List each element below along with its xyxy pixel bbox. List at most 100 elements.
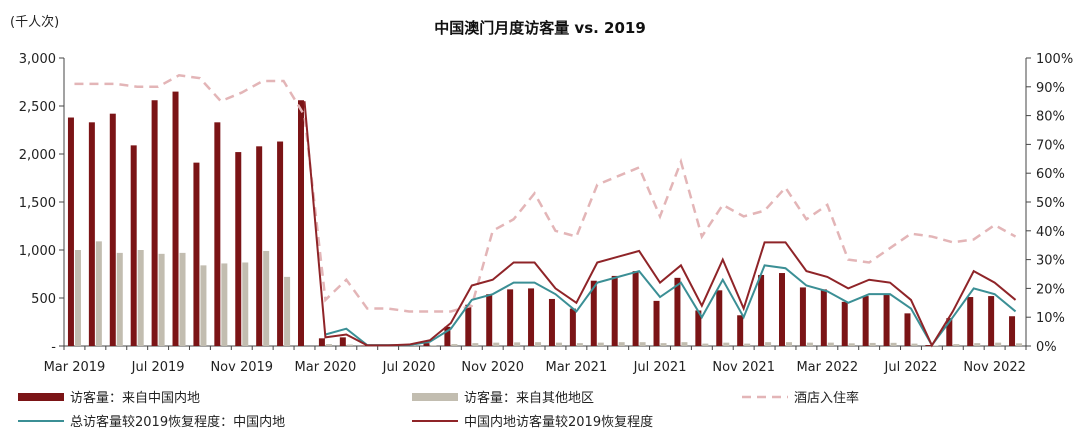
legend-item-total-recovery-label: 总访客量较2019恢复程度：中国内地 bbox=[70, 414, 285, 430]
y-left-tick-label: - bbox=[51, 340, 56, 355]
bar-other-regions bbox=[74, 250, 81, 346]
bar-mainland-china bbox=[883, 294, 890, 346]
y-left-tick-label: 500 bbox=[31, 292, 56, 307]
bar-mainland-china bbox=[67, 117, 74, 347]
y-right-tick-label: 70% bbox=[1036, 138, 1065, 153]
bar-mainland-china bbox=[151, 100, 158, 347]
axes: - 500 1,000 1,500 2,000 2,500 3,000 0% 10% 20% 30%… bbox=[19, 52, 1073, 375]
y-right-tick-label: 100% bbox=[1036, 52, 1073, 67]
bar-other-regions bbox=[911, 343, 918, 346]
x-tick-label: Jul 2022 bbox=[884, 360, 938, 375]
bar-other-regions bbox=[786, 342, 792, 346]
x-tick-label: Jul 2020 bbox=[382, 360, 436, 375]
bar-mainland-china bbox=[569, 308, 576, 346]
bar-other-regions bbox=[890, 342, 897, 346]
legend-item-mainland-bar-swatch bbox=[18, 393, 64, 401]
bar-other-regions bbox=[242, 262, 249, 346]
bar-other-regions bbox=[953, 344, 960, 346]
bar-mainland-china bbox=[528, 288, 535, 346]
bar-mainland-china bbox=[611, 275, 618, 346]
bar-other-regions bbox=[806, 342, 813, 346]
x-tick-label: Nov 2021 bbox=[712, 360, 775, 375]
y-right-tick-label: 30% bbox=[1036, 254, 1065, 269]
x-tick-label: Jul 2019 bbox=[131, 360, 185, 375]
bar-mainland-china bbox=[904, 313, 911, 346]
bar-mainland-china bbox=[235, 152, 242, 346]
bar-other-regions bbox=[179, 252, 186, 346]
bar-mainland-china bbox=[820, 289, 827, 346]
bar-other-regions bbox=[660, 343, 667, 346]
bar-other-regions bbox=[827, 342, 834, 346]
lines-layer bbox=[74, 73, 1017, 348]
bar-mainland-china bbox=[277, 141, 284, 346]
y-left-tick-label: 1,500 bbox=[19, 196, 56, 211]
bar-mainland-china bbox=[799, 287, 806, 346]
bar-other-regions bbox=[765, 342, 772, 346]
bar-other-regions bbox=[346, 344, 353, 346]
line-total-recovery-mainland bbox=[325, 264, 1017, 347]
bar-other-regions bbox=[325, 344, 332, 346]
y-right-tick-label: 80% bbox=[1036, 110, 1065, 125]
bar-mainland-china bbox=[653, 300, 660, 346]
bar-other-regions bbox=[158, 253, 165, 346]
bar-other-regions bbox=[95, 241, 102, 346]
bar-mainland-china bbox=[737, 315, 744, 346]
bar-mainland-china bbox=[1009, 316, 1016, 346]
bar-other-regions bbox=[263, 250, 270, 346]
y-right-tick-label: 40% bbox=[1036, 225, 1065, 240]
bar-other-regions bbox=[848, 343, 855, 346]
y-right-tick-label: 90% bbox=[1036, 81, 1065, 96]
bar-other-regions bbox=[137, 250, 144, 346]
bar-other-regions bbox=[995, 342, 1002, 346]
x-tick-label: Jul 2021 bbox=[633, 360, 687, 375]
chart-title: 中国澳门月度访客量 vs. 2019 bbox=[434, 19, 646, 37]
x-tick-label: Mar 2020 bbox=[295, 360, 357, 375]
y-left-tick-label: 1,000 bbox=[19, 244, 56, 259]
bar-mainland-china bbox=[695, 310, 702, 346]
bar-mainland-china bbox=[507, 289, 514, 346]
bar-mainland-china bbox=[318, 338, 325, 346]
legend-item-mainland-bar-label: 访客量：来自中国内地 bbox=[70, 390, 200, 406]
bar-mainland-china bbox=[674, 277, 681, 346]
bar-mainland-china bbox=[193, 162, 200, 346]
line-mainland-recovery bbox=[303, 101, 1017, 348]
legend-item-other-bar-label: 访客量：来自其他地区 bbox=[464, 390, 594, 406]
y-left-unit-label: (千人次) bbox=[10, 14, 59, 30]
bar-mainland-china bbox=[256, 146, 263, 346]
bar-mainland-china bbox=[758, 274, 765, 346]
bar-other-regions bbox=[597, 342, 604, 346]
bar-other-regions bbox=[514, 342, 521, 346]
y-right-tick-label: 10% bbox=[1036, 311, 1065, 326]
bar-mainland-china bbox=[444, 326, 451, 346]
bar-other-regions bbox=[618, 342, 625, 346]
x-tick-label: Nov 2020 bbox=[461, 360, 524, 375]
bar-mainland-china bbox=[590, 280, 597, 346]
bars-layer bbox=[67, 91, 1023, 347]
bar-other-regions bbox=[472, 343, 479, 346]
y-right-tick-label: 50% bbox=[1036, 196, 1065, 211]
bar-mainland-china bbox=[925, 345, 932, 346]
legend-item-other-bar-swatch bbox=[412, 393, 458, 401]
bar-other-regions bbox=[576, 343, 583, 346]
bar-other-regions bbox=[702, 343, 709, 346]
bar-mainland-china bbox=[632, 271, 639, 346]
bar-mainland-china bbox=[214, 122, 221, 346]
bar-mainland-china bbox=[486, 294, 493, 346]
bar-mainland-china bbox=[465, 304, 472, 346]
bar-other-regions bbox=[974, 343, 981, 346]
bar-other-regions bbox=[430, 345, 437, 346]
bar-other-regions bbox=[221, 263, 228, 346]
x-tick-label: Mar 2021 bbox=[545, 360, 607, 375]
legend-item-mainland-recovery-label: 中国内地访客量较2019恢复程度 bbox=[464, 414, 653, 430]
x-tick-label: Nov 2019 bbox=[210, 360, 273, 375]
bar-mainland-china bbox=[109, 113, 116, 347]
bar-other-regions bbox=[555, 342, 562, 346]
bar-other-regions bbox=[723, 342, 730, 346]
bar-mainland-china bbox=[339, 337, 346, 346]
bar-other-regions bbox=[869, 342, 876, 346]
y-left-tick-label: 2,500 bbox=[19, 100, 56, 115]
x-tick-label: Nov 2022 bbox=[963, 360, 1026, 375]
y-left-tick-label: 2,000 bbox=[19, 148, 56, 163]
legend-item-hotel-occupancy-label: 酒店入住率 bbox=[794, 390, 859, 406]
